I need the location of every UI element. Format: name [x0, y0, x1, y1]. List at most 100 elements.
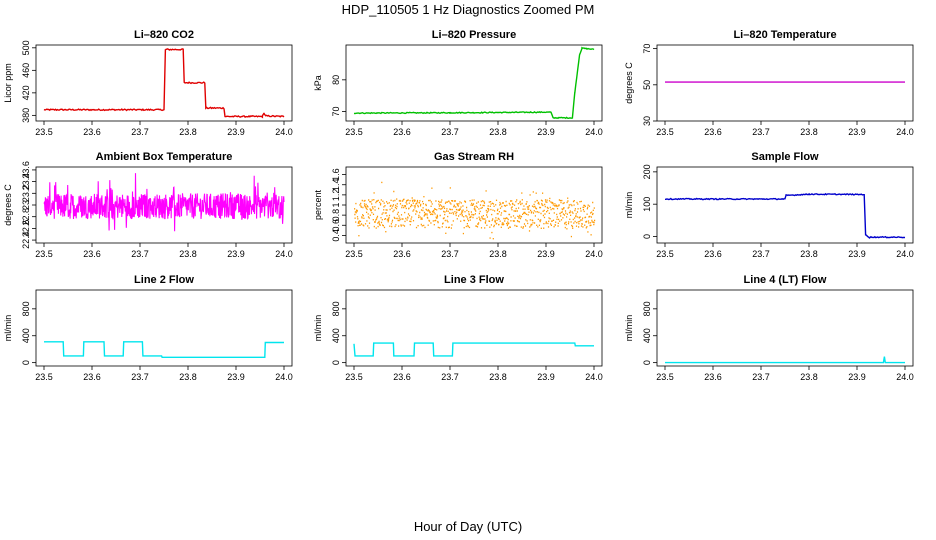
- y-tick-label: 0.6: [331, 219, 341, 232]
- panel-9: Line 4 (LT) Flow 23.5 23.6 23.7 23.8 23.9 24.0…: [624, 274, 914, 382]
- y-tick-label: 460: [21, 63, 31, 78]
- x-tick-label: 23.9: [227, 372, 245, 382]
- x-tick-label: 23.6: [393, 372, 411, 382]
- x-tick-label: 23.9: [537, 372, 555, 382]
- x-tick-label: 23.8: [179, 249, 197, 259]
- x-tick-label: 24.0: [585, 372, 603, 382]
- x-tick-label: 24.0: [896, 249, 914, 259]
- y-tick-label: 0: [642, 234, 652, 239]
- x-tick-label: 24.0: [275, 127, 293, 137]
- x-tick-label: 23.9: [537, 249, 555, 259]
- x-tick-label: 23.9: [848, 127, 866, 137]
- x-tick-label: 23.6: [83, 127, 101, 137]
- x-tick-label: 23.5: [345, 127, 363, 137]
- x-tick-label: 23.9: [537, 127, 555, 137]
- x-tick-label: 23.6: [83, 249, 101, 259]
- y-axis-label: kPa: [313, 75, 323, 91]
- x-tick-label: 23.8: [489, 249, 507, 259]
- panel-title: Gas Stream RH: [434, 151, 514, 163]
- y-tick-label: 800: [331, 301, 341, 316]
- panel-title: Ambient Box Temperature: [96, 151, 233, 163]
- x-tick-label: 23.7: [441, 372, 459, 382]
- x-tick-label: 23.8: [800, 372, 818, 382]
- x-tick-label: 23.6: [393, 249, 411, 259]
- panel-title: Li–820 CO2: [134, 29, 194, 41]
- x-tick-label: 23.5: [345, 372, 363, 382]
- x-tick-label: 23.7: [752, 127, 770, 137]
- y-tick-label: 400: [642, 328, 652, 343]
- series-line: [665, 192, 906, 240]
- y-tick-label: 70: [642, 44, 652, 54]
- y-tick-label: 22.6: [21, 220, 31, 238]
- x-tick-label: 24.0: [585, 127, 603, 137]
- panel-6: Sample Flow 23.5 23.6 23.7 23.8 23.9 24.0 0 100 2…: [624, 151, 914, 259]
- panel-4: Ambient Box Temperature 23.5 23.6 23.7 23.8 2…: [3, 151, 293, 259]
- y-axis-label: degrees C: [3, 184, 13, 226]
- panel-title: Li–820 Pressure: [432, 29, 516, 41]
- y-tick-label: 200: [642, 164, 652, 179]
- x-tick-label: 23.7: [441, 127, 459, 137]
- panel-8: Line 3 Flow 23.5 23.6 23.7 23.8 23.9 24.0 0 400 8…: [313, 274, 603, 382]
- y-tick-label: 23.2: [21, 185, 31, 203]
- y-axis-label: ml/min: [3, 315, 13, 342]
- x-tick-label: 24.0: [585, 249, 603, 259]
- x-tick-label: 23.5: [656, 249, 674, 259]
- x-tick-label: 23.6: [393, 127, 411, 137]
- series-line: [665, 356, 905, 364]
- x-tick-label: 23.8: [800, 249, 818, 259]
- x-tick-label: 23.6: [704, 127, 722, 137]
- panel-grid: Li–820 CO2 23.5 23.6 23.7 23.8 23.9 24.0 380 420…: [3, 29, 914, 382]
- series-points: [354, 181, 596, 240]
- y-tick-label: 400: [21, 328, 31, 343]
- y-tick-label: 23: [21, 200, 31, 210]
- x-tick-label: 23.8: [489, 372, 507, 382]
- x-tick-label: 23.9: [848, 249, 866, 259]
- y-tick-label: 22.4: [21, 231, 31, 249]
- y-tick-label: 100: [642, 197, 652, 212]
- panel-title: Line 3 Flow: [444, 274, 504, 286]
- plot-frame: [345, 289, 603, 367]
- y-tick-label: 50: [642, 80, 652, 90]
- y-tick-label: 1.4: [331, 178, 341, 191]
- plot-frame: [345, 44, 603, 122]
- x-tick-label: 23.5: [345, 249, 363, 259]
- x-tick-label: 24.0: [896, 127, 914, 137]
- plot-frame: [656, 44, 914, 122]
- x-tick-label: 23.7: [752, 372, 770, 382]
- y-tick-label: 1: [331, 202, 341, 207]
- x-tick-label: 23.5: [35, 127, 53, 137]
- panel-1: Li–820 CO2 23.5 23.6 23.7 23.8 23.9 24.0 380 420…: [3, 29, 293, 137]
- y-axis-label: Licor ppm: [3, 63, 13, 103]
- x-tick-label: 23.9: [227, 249, 245, 259]
- panel-3: Li–820 Temperature 23.5 23.6 23.7 23.8 23.9 24…: [624, 29, 914, 137]
- plot-frame: [656, 166, 914, 244]
- series-line: [353, 342, 594, 357]
- x-tick-label: 23.7: [441, 249, 459, 259]
- y-tick-label: 800: [642, 301, 652, 316]
- panel-title: Li–820 Temperature: [733, 29, 836, 41]
- y-axis-label: ml/min: [313, 315, 323, 342]
- y-tick-label: 0: [331, 360, 341, 365]
- x-tick-label: 23.5: [35, 372, 53, 382]
- plot-frame: [35, 289, 293, 367]
- x-tick-label: 24.0: [275, 372, 293, 382]
- y-tick-label: 400: [331, 328, 341, 343]
- y-axis-label: ml/min: [624, 192, 634, 219]
- x-tick-label: 23.9: [227, 127, 245, 137]
- y-tick-label: 30: [642, 116, 652, 126]
- x-tick-label: 23.5: [656, 372, 674, 382]
- x-tick-label: 23.8: [489, 127, 507, 137]
- x-tick-label: 23.5: [656, 127, 674, 137]
- x-tick-label: 23.9: [848, 372, 866, 382]
- panel-title: Sample Flow: [751, 151, 819, 163]
- x-tick-label: 23.7: [752, 249, 770, 259]
- x-tick-label: 23.6: [83, 372, 101, 382]
- x-tick-label: 23.8: [179, 127, 197, 137]
- y-tick-label: 0.8: [331, 209, 341, 222]
- y-axis-label: percent: [313, 189, 323, 220]
- x-tick-label: 24.0: [896, 372, 914, 382]
- x-tick-label: 23.7: [131, 372, 149, 382]
- x-tick-label: 23.7: [131, 127, 149, 137]
- y-tick-label: 23.6: [21, 161, 31, 179]
- y-axis-label: ml/min: [624, 315, 634, 342]
